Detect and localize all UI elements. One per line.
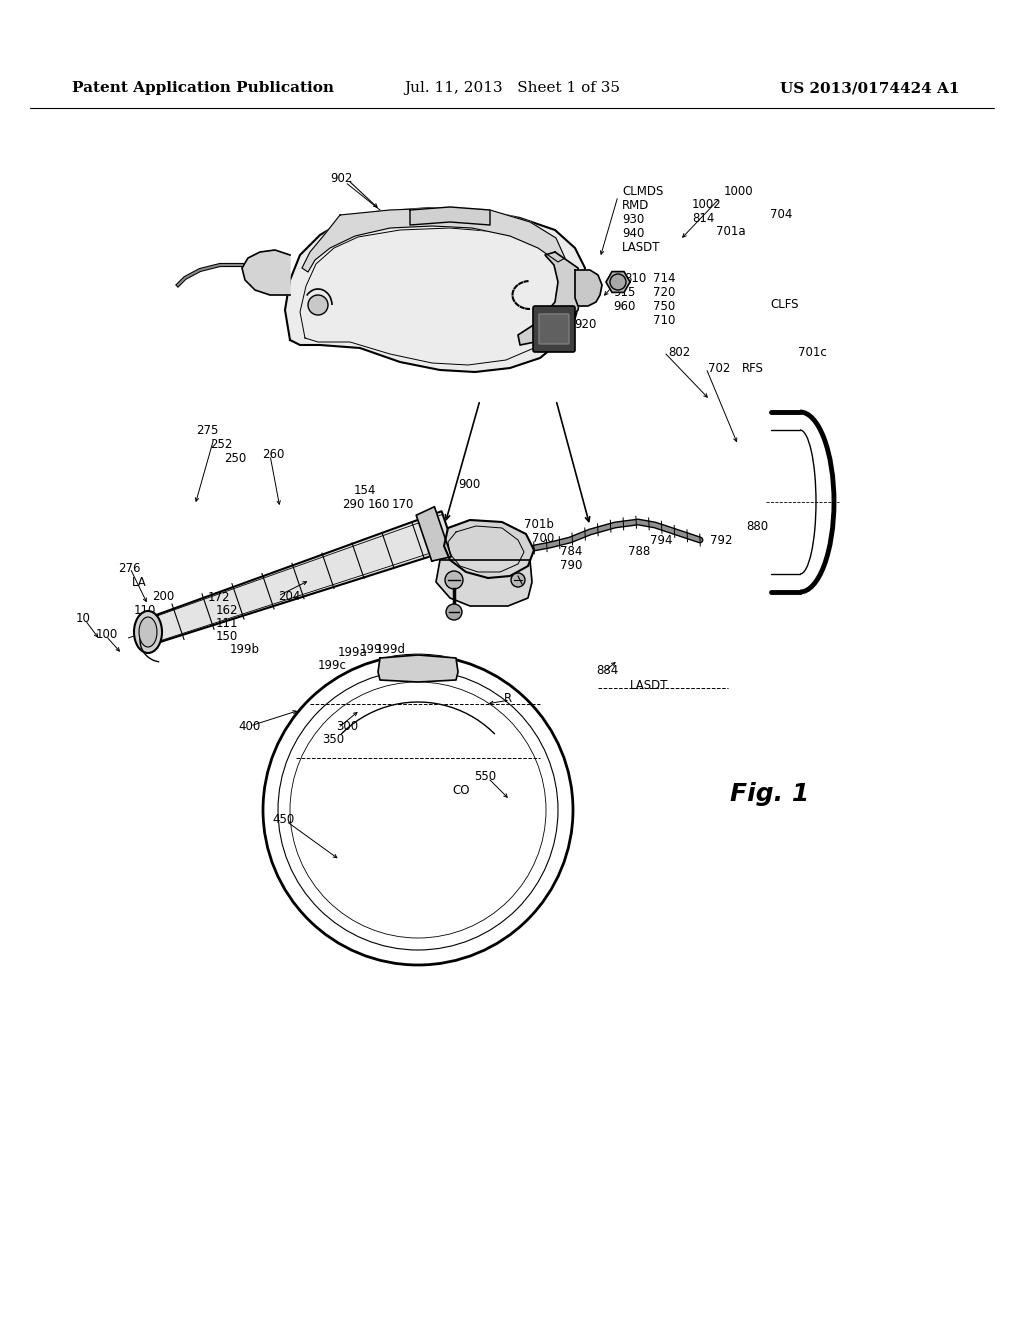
Text: 920: 920 <box>574 318 596 331</box>
Circle shape <box>610 275 626 290</box>
Polygon shape <box>436 560 532 606</box>
Text: 794: 794 <box>650 535 673 546</box>
Text: 110: 110 <box>134 605 157 616</box>
Text: 880: 880 <box>746 520 768 533</box>
Text: 250: 250 <box>224 451 246 465</box>
Polygon shape <box>416 507 452 561</box>
FancyBboxPatch shape <box>534 306 575 352</box>
Text: 788: 788 <box>628 545 650 558</box>
Text: US 2013/0174424 A1: US 2013/0174424 A1 <box>780 81 961 95</box>
Text: 276: 276 <box>118 562 140 576</box>
Text: 802: 802 <box>668 346 690 359</box>
Text: Fig. 1: Fig. 1 <box>730 781 809 807</box>
Text: 902: 902 <box>330 172 352 185</box>
Polygon shape <box>518 252 582 345</box>
Text: RFS: RFS <box>742 362 764 375</box>
Text: 814: 814 <box>692 213 715 224</box>
Text: 260: 260 <box>262 447 285 461</box>
Text: 750: 750 <box>653 300 675 313</box>
Text: 300: 300 <box>336 719 358 733</box>
Polygon shape <box>302 209 565 272</box>
Ellipse shape <box>134 611 162 653</box>
Polygon shape <box>410 207 490 224</box>
Text: 1000: 1000 <box>724 185 754 198</box>
Text: 150: 150 <box>216 630 239 643</box>
Text: 200: 200 <box>152 590 174 603</box>
Text: 199c: 199c <box>318 659 347 672</box>
Text: 900: 900 <box>458 478 480 491</box>
Text: 199: 199 <box>360 643 383 656</box>
Polygon shape <box>606 272 630 293</box>
Text: Jul. 11, 2013   Sheet 1 of 35: Jul. 11, 2013 Sheet 1 of 35 <box>404 81 620 95</box>
Text: 790: 790 <box>560 558 583 572</box>
Text: 720: 720 <box>653 286 676 300</box>
Ellipse shape <box>139 616 157 647</box>
Polygon shape <box>143 511 455 644</box>
Circle shape <box>511 573 525 587</box>
Text: Patent Application Publication: Patent Application Publication <box>72 81 334 95</box>
Text: 100: 100 <box>96 628 118 642</box>
Text: 915: 915 <box>613 286 635 300</box>
Text: 275: 275 <box>196 424 218 437</box>
Text: 111: 111 <box>216 616 239 630</box>
Polygon shape <box>575 271 602 306</box>
Text: CO: CO <box>452 784 469 797</box>
Text: RMD: RMD <box>622 199 649 213</box>
Text: 199d: 199d <box>376 643 406 656</box>
Text: 810: 810 <box>624 272 646 285</box>
Text: 160: 160 <box>368 498 390 511</box>
Text: 930: 930 <box>622 213 644 226</box>
Text: 780: 780 <box>502 532 524 545</box>
Text: LASDT: LASDT <box>630 678 669 692</box>
Text: 450: 450 <box>272 813 294 826</box>
Polygon shape <box>242 249 290 294</box>
Text: 199b: 199b <box>230 643 260 656</box>
Text: 704: 704 <box>770 209 793 220</box>
Circle shape <box>446 605 462 620</box>
Text: 10: 10 <box>76 612 91 624</box>
Text: 884: 884 <box>596 664 618 677</box>
Text: 701b: 701b <box>524 517 554 531</box>
Text: 940: 940 <box>622 227 644 240</box>
Text: 710: 710 <box>653 314 676 327</box>
Text: 701c: 701c <box>798 346 826 359</box>
Text: 400: 400 <box>238 719 260 733</box>
Text: 154: 154 <box>354 484 377 498</box>
Text: 701a: 701a <box>716 224 745 238</box>
Text: R: R <box>504 692 512 705</box>
Text: 172: 172 <box>208 591 230 605</box>
Text: 784: 784 <box>560 545 583 558</box>
Text: 550: 550 <box>474 770 496 783</box>
Text: 204: 204 <box>278 590 300 603</box>
FancyBboxPatch shape <box>539 314 569 345</box>
Text: 700: 700 <box>532 532 554 545</box>
Circle shape <box>445 572 463 589</box>
Text: CLMDS: CLMDS <box>622 185 664 198</box>
Text: CLFS: CLFS <box>770 298 799 312</box>
Text: 170: 170 <box>392 498 415 511</box>
Text: 350: 350 <box>322 733 344 746</box>
Text: 1002: 1002 <box>692 198 722 211</box>
Text: 290: 290 <box>342 498 365 511</box>
Text: 702: 702 <box>708 362 730 375</box>
Circle shape <box>308 294 328 315</box>
Text: LASDT: LASDT <box>622 242 660 253</box>
Polygon shape <box>378 655 458 682</box>
Text: 252: 252 <box>210 438 232 451</box>
Text: 162: 162 <box>216 605 239 616</box>
Text: 792: 792 <box>710 535 732 546</box>
Text: LA: LA <box>132 576 146 589</box>
Text: 960: 960 <box>613 300 635 313</box>
Text: 714: 714 <box>653 272 676 285</box>
Text: 786: 786 <box>510 564 532 577</box>
Polygon shape <box>285 209 585 372</box>
Polygon shape <box>444 520 534 578</box>
Text: 199a: 199a <box>338 645 368 659</box>
